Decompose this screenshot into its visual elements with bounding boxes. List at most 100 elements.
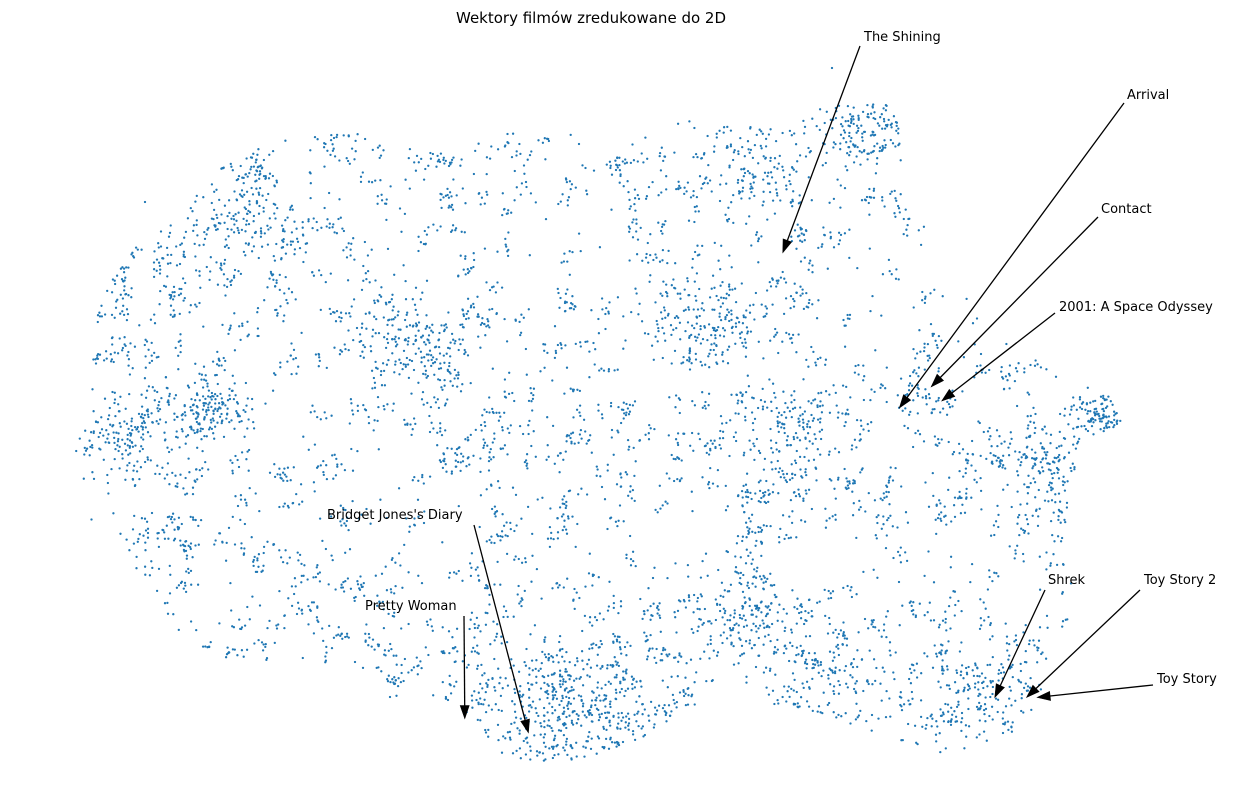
scatter-point: [283, 626, 286, 630]
scatter-point: [911, 697, 914, 700]
scatter-point: [774, 467, 777, 470]
scatter-point: [425, 233, 429, 236]
scatter-point: [883, 127, 887, 130]
scatter-point: [881, 199, 884, 202]
scatter-point: [129, 452, 132, 455]
scatter-point: [542, 714, 546, 717]
scatter-point: [584, 340, 587, 344]
scatter-point: [852, 657, 856, 661]
scatter-point: [513, 703, 516, 706]
scatter-point: [227, 199, 231, 202]
scatter-point: [635, 700, 638, 703]
scatter-point: [1109, 400, 1112, 403]
scatter-point: [709, 439, 713, 442]
scatter-point: [248, 211, 252, 214]
scatter-point: [395, 694, 398, 697]
scatter-point: [859, 163, 862, 166]
scatter-point: [1093, 411, 1096, 414]
scatter-point: [610, 208, 613, 211]
scatter-point: [705, 451, 708, 455]
scatter-point: [565, 178, 568, 181]
scatter-point: [240, 228, 244, 232]
scatter-point: [533, 624, 537, 627]
scatter-point: [1057, 492, 1061, 495]
scatter-point: [1055, 563, 1059, 567]
scatter-point: [649, 427, 652, 430]
scatter-point: [633, 400, 637, 403]
scatter-point: [686, 277, 689, 280]
scatter-point: [979, 617, 982, 620]
scatter-point: [430, 329, 433, 332]
scatter-point: [674, 458, 677, 461]
scatter-point: [557, 715, 561, 719]
scatter-point: [134, 246, 138, 249]
scatter-point: [954, 720, 957, 723]
scatter-point: [649, 700, 653, 704]
scatter-point: [849, 589, 852, 592]
scatter-point: [852, 502, 855, 505]
scatter-point: [151, 566, 154, 570]
scatter-point: [936, 725, 939, 728]
scatter-point: [628, 259, 631, 262]
scatter-point: [391, 309, 394, 312]
scatter-point: [168, 392, 171, 396]
scatter-point: [170, 253, 173, 257]
scatter-point: [711, 308, 714, 311]
scatter-point: [757, 237, 760, 241]
scatter-point: [621, 740, 625, 744]
scatter-point: [670, 710, 673, 713]
scatter-point: [905, 559, 909, 563]
scatter-point: [1034, 359, 1037, 362]
scatter-point: [484, 728, 487, 732]
scatter-point: [637, 724, 640, 728]
scatter-point: [741, 322, 745, 325]
scatter-point: [1016, 516, 1020, 519]
scatter-point: [563, 723, 566, 726]
scatter-point: [153, 389, 156, 392]
scatter-point: [744, 406, 747, 410]
scatter-point: [687, 575, 690, 578]
scatter-point: [130, 253, 133, 256]
scatter-point: [769, 156, 772, 160]
scatter-point: [804, 635, 808, 638]
scatter-point: [770, 622, 774, 626]
scatter-point: [1052, 511, 1055, 514]
scatter-point: [522, 693, 525, 696]
scatter-point: [582, 418, 586, 421]
scatter-point: [996, 710, 999, 714]
scatter-point: [622, 185, 625, 188]
scatter-point: [499, 415, 502, 418]
scatter-point: [295, 227, 298, 230]
scatter-point: [741, 190, 744, 193]
scatter-point: [726, 550, 730, 554]
scatter-point: [849, 722, 852, 725]
scatter-point: [743, 155, 746, 158]
scatter-point: [687, 694, 690, 697]
scatter-point: [117, 437, 120, 441]
scatter-point: [204, 379, 208, 382]
scatter-point: [817, 246, 820, 250]
scatter-point: [508, 371, 511, 374]
scatter-point: [570, 440, 573, 443]
scatter-point: [476, 651, 479, 654]
scatter-point: [503, 390, 506, 393]
scatter-point: [1017, 458, 1020, 461]
scatter-point: [166, 387, 169, 390]
scatter-point: [645, 252, 648, 256]
scatter-point: [640, 320, 644, 323]
scatter-point: [570, 719, 574, 722]
scatter-point: [1034, 496, 1037, 499]
scatter-point: [505, 521, 508, 524]
scatter-point: [399, 680, 403, 684]
scatter-point: [501, 426, 504, 429]
scatter-point: [661, 232, 664, 235]
scatter-point: [832, 692, 836, 696]
scatter-point: [452, 178, 455, 181]
scatter-point: [920, 672, 923, 675]
scatter-point: [370, 181, 374, 184]
scatter-point: [850, 595, 854, 599]
scatter-point: [204, 397, 207, 401]
scatter-point: [737, 631, 740, 634]
scatter-point: [771, 199, 775, 202]
scatter-point: [1032, 477, 1035, 480]
